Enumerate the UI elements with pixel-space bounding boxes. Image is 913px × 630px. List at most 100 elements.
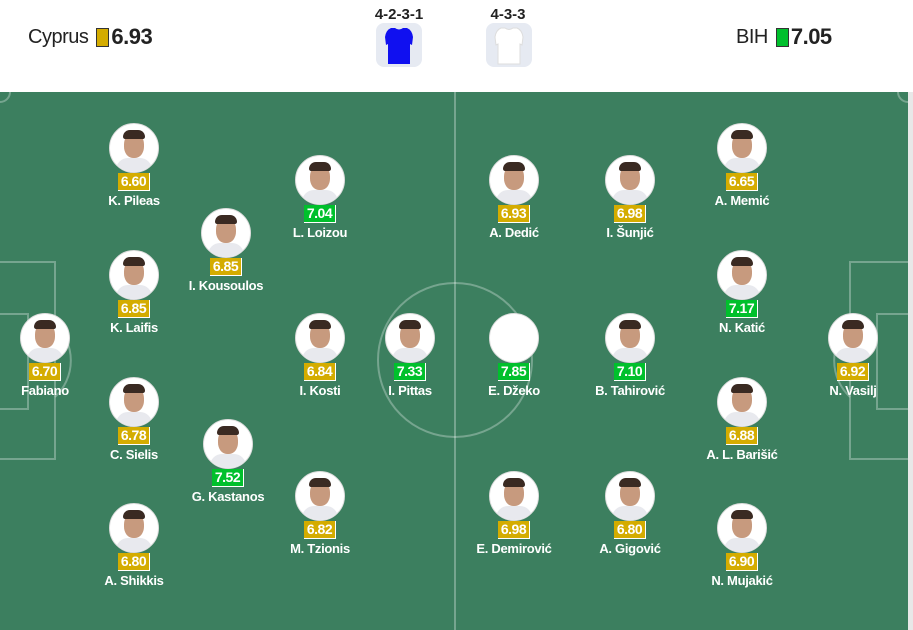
player-name: A. Gigović [599,541,661,556]
player-name: M. Tzionis [290,541,350,556]
player-rating: 6.98 [497,521,531,539]
player-card[interactable]: 6.82 M. Tzionis [265,471,375,556]
player-rating: 6.92 [836,363,870,381]
shirt-icon [494,27,524,65]
player-avatar [203,419,253,469]
player-avatar [605,155,655,205]
player-card[interactable]: 6.98 I. Šunjić [575,155,685,240]
player-avatar [605,313,655,363]
player-rating: 7.85 [497,363,531,381]
player-name: K. Pileas [108,193,160,208]
match-header: Cyprus 6.93 4-2-3-1 4-3-3 BIH 7.05 [0,0,913,92]
player-name: N. Katić [718,320,765,335]
player-rating: 6.98 [613,205,647,223]
shirt-icon [385,28,413,64]
scrollbar-track[interactable] [908,92,913,630]
player-card[interactable]: 6.88 A. L. Barišić [687,377,797,462]
player-rating: 7.33 [393,363,427,381]
player-card[interactable]: 7.33 I. Pittas [355,313,465,398]
player-name: C. Sielis [110,447,158,462]
player-rating: 6.80 [117,553,151,571]
player-name: E. Demirović [476,541,552,556]
away-rating-color-swatch [775,27,789,47]
player-rating: 7.52 [211,469,245,487]
player-name: A. Dedić [489,225,539,240]
player-name: A. L. Barišić [706,447,778,462]
player-card[interactable]: 6.80 A. Shikkis [79,503,189,588]
home-formation: 4-2-3-1 [374,6,424,23]
player-avatar [295,155,345,205]
player-card[interactable]: 7.17 N. Katić [687,250,797,335]
player-card[interactable]: 7.52 G. Kastanos [173,419,283,504]
player-card[interactable]: 6.93 A. Dedić [459,155,569,240]
player-avatar [489,313,539,363]
player-card[interactable]: 6.85 K. Laifis [79,250,189,335]
player-card[interactable]: 6.65 A. Memić [687,123,797,208]
player-card[interactable]: 7.04 L. Loizou [265,155,375,240]
player-avatar [717,123,767,173]
away-formation: 4-3-3 [490,6,526,23]
player-rating: 6.65 [725,173,759,191]
player-avatar [717,503,767,553]
player-avatar [295,313,345,363]
player-name: N. Mujakić [711,573,773,588]
player-name: K. Laifis [110,320,158,335]
player-card[interactable]: 6.80 A. Gigović [575,471,685,556]
player-card[interactable]: 6.98 E. Demirović [459,471,569,556]
player-avatar [109,503,159,553]
home-kit[interactable] [376,23,422,67]
player-name: L. Loizou [292,225,348,240]
player-name: Fabiano [21,383,69,398]
player-avatar [201,208,251,258]
player-card[interactable]: 7.85 E. Džeko [459,313,569,398]
home-team: Cyprus 6.93 [28,24,153,50]
player-rating: 6.70 [28,363,62,381]
player-rating: 6.82 [303,521,337,539]
player-name: G. Kastanos [191,489,265,504]
player-avatar [295,471,345,521]
player-card[interactable]: 6.92 N. Vasilj [798,313,908,398]
player-name: A. Memić [714,193,770,208]
player-name: N. Vasilj [829,383,877,398]
player-avatar [717,377,767,427]
player-rating: 7.10 [613,363,647,381]
home-team-rating: 6.93 [111,24,153,49]
player-avatar [20,313,70,363]
player-rating: 7.17 [725,300,759,318]
player-avatar [489,155,539,205]
player-card[interactable]: 6.85 I. Kousoulos [171,208,281,293]
player-name: E. Džeko [488,383,540,398]
away-team-name: BIH [736,25,768,48]
player-rating: 7.04 [303,205,337,223]
player-name: A. Shikkis [104,573,164,588]
player-avatar [385,313,435,363]
player-card[interactable]: 6.70 Fabiano [0,313,100,398]
player-avatar [717,250,767,300]
player-card[interactable]: 6.84 I. Kosti [265,313,375,398]
player-avatar [109,250,159,300]
home-team-name: Cyprus [28,25,89,48]
player-name: I. Šunjić [606,225,654,240]
player-card[interactable]: 6.60 K. Pileas [79,123,189,208]
home-rating-color-swatch [96,27,110,47]
player-card[interactable]: 6.90 N. Mujakić [687,503,797,588]
player-name: I. Pittas [388,383,432,398]
away-team-rating: 7.05 [790,24,832,49]
away-kit[interactable] [486,23,532,67]
player-rating: 6.80 [613,521,647,539]
player-name: I. Kosti [299,383,341,398]
player-rating: 6.78 [117,427,151,445]
away-team: BIH 7.05 [736,24,832,50]
player-avatar [605,471,655,521]
player-avatar [489,471,539,521]
player-rating: 6.85 [209,258,243,276]
player-name: B. Tahirović [595,383,665,398]
player-card[interactable]: 7.10 B. Tahirović [575,313,685,398]
player-name: I. Kousoulos [188,278,264,293]
player-avatar [828,313,878,363]
player-rating: 6.93 [497,205,531,223]
player-rating: 6.88 [725,427,759,445]
player-card[interactable]: 6.78 C. Sielis [79,377,189,462]
player-rating: 6.90 [725,553,759,571]
player-rating: 6.84 [303,363,337,381]
